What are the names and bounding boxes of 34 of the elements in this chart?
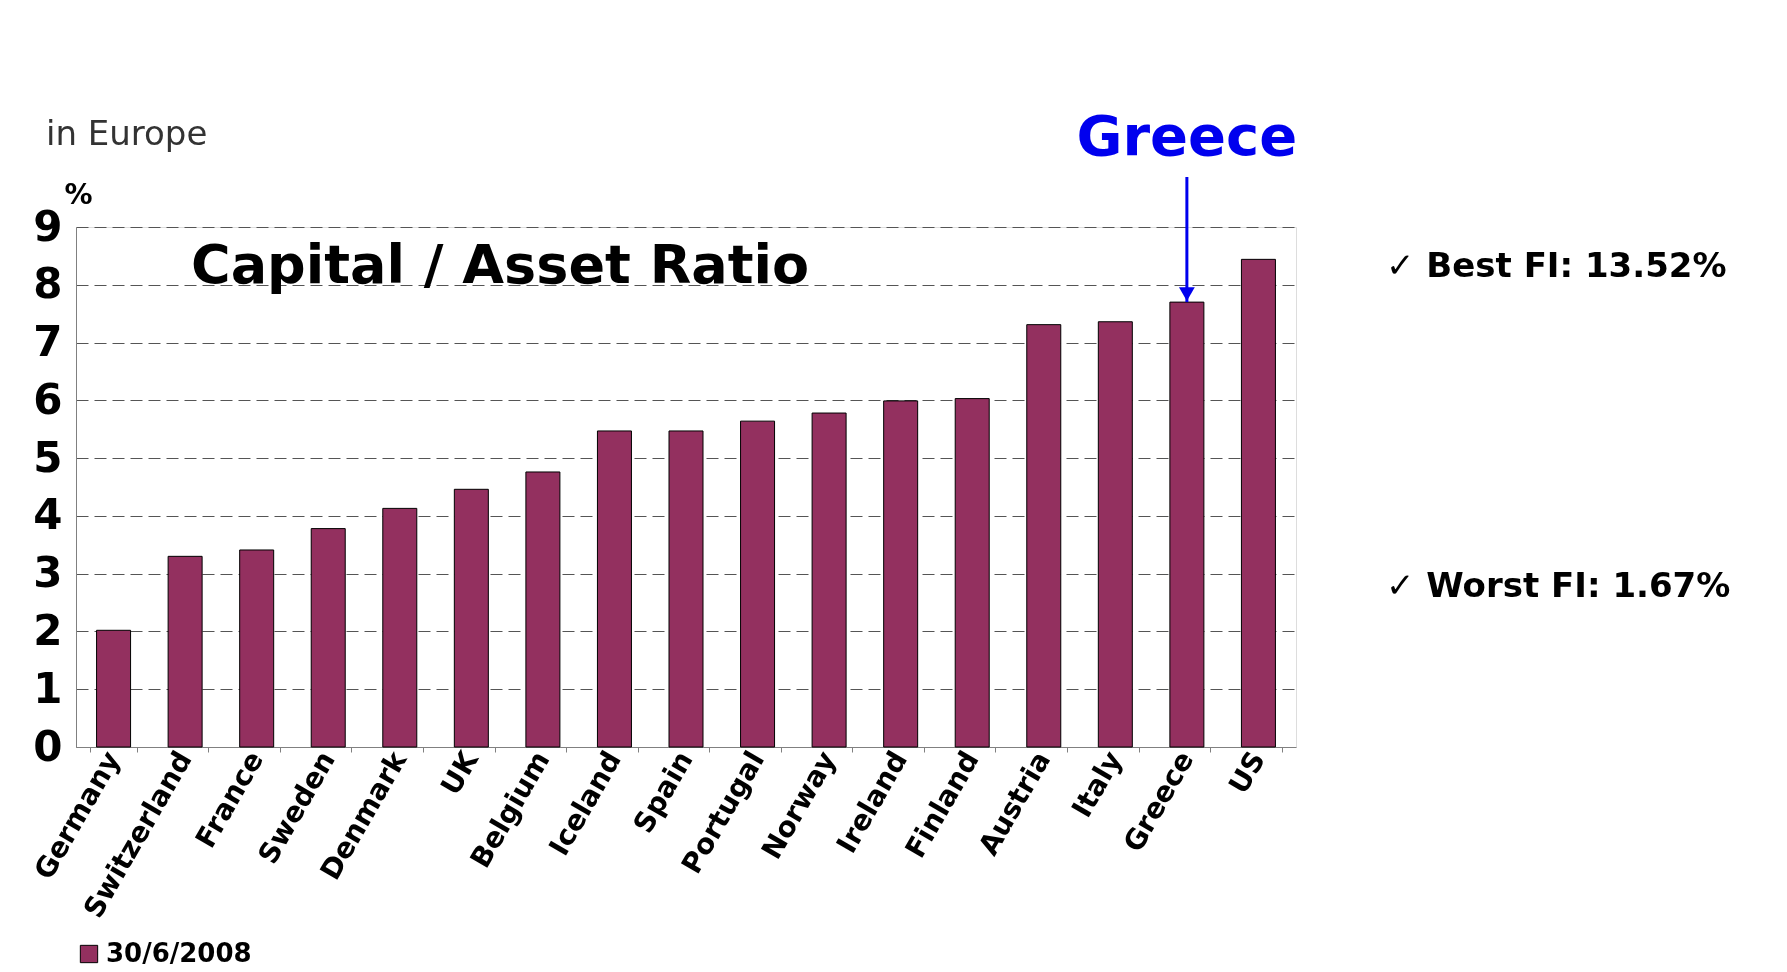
- bar: [453, 488, 489, 748]
- legend-label: 30/6/2008: [106, 938, 252, 968]
- y-tick-label: 9: [33, 201, 63, 251]
- y-tick-label: 1: [33, 663, 63, 713]
- x-tick-label: US: [1221, 745, 1272, 800]
- chart-title: Capital / Asset Ratio: [191, 233, 810, 296]
- bar: [1026, 324, 1062, 748]
- bar: [954, 398, 990, 748]
- text: ✓ Best FI: 13.52%: [1386, 245, 1727, 285]
- y-axis-title: %: [64, 177, 93, 211]
- y-tick-label: 7: [33, 317, 63, 367]
- bar: [382, 507, 418, 748]
- y-tick-label: 6: [33, 374, 63, 424]
- bar: [167, 555, 203, 748]
- bar: [811, 412, 847, 748]
- bar: [310, 528, 346, 748]
- annotation: Greece: [1076, 103, 1298, 168]
- bar: [668, 430, 704, 748]
- bar: [525, 471, 561, 748]
- y-tick-label: 8: [33, 259, 63, 309]
- bar: [1169, 301, 1205, 748]
- y-tick-label: 3: [33, 548, 63, 598]
- bar: [596, 430, 632, 748]
- y-tick-label: 2: [33, 605, 63, 655]
- bar: [1097, 321, 1133, 748]
- bar: [1240, 258, 1276, 748]
- bar: [883, 400, 919, 748]
- bar: [740, 420, 776, 748]
- chart-subtitle: in Europe: [46, 113, 208, 153]
- y-tick-label: 4: [33, 490, 63, 540]
- text: ✓ Worst FI: 1.67%: [1386, 565, 1731, 605]
- bar: [96, 629, 132, 748]
- y-tick-label: 5: [33, 432, 63, 482]
- bar: [239, 549, 275, 748]
